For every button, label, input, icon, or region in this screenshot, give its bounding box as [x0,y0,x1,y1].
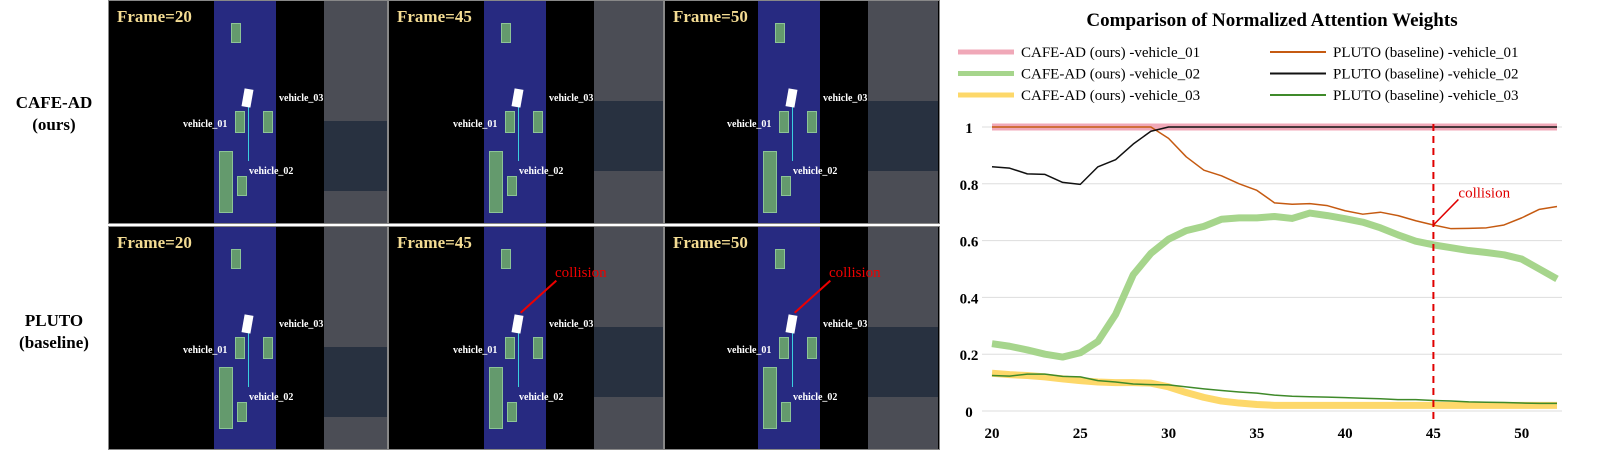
vehicle-01-label: vehicle_01 [183,119,228,130]
legend-label: PLUTO (baseline) -vehicle_01 [1333,45,1519,61]
row-label-line1: PLUTO [24,311,84,330]
row-label-cafe: CAFE-AD (ours) [0,92,108,136]
vehicle-03-label: vehicle_03 [549,93,594,104]
simulation-frame-panel: Frame=50 vehicle_01 vehicle_02 vehicle_0… [664,226,940,450]
collision-label: collision [829,265,881,281]
vehicle-02-label: vehicle_02 [249,166,294,177]
y-tick-label: 0.6 [960,235,979,251]
series-line-2 [991,209,1559,361]
series-line-6 [991,373,1557,405]
vehicle-03-label: vehicle_03 [279,93,324,104]
vehicle-03-label: vehicle_03 [823,93,868,104]
vehicle-03-label: vehicle_03 [549,319,594,330]
vehicle-01-label: vehicle_01 [183,345,228,356]
vehicle-01-label: vehicle_01 [453,119,498,130]
x-tick-label: 30 [1161,426,1176,442]
x-tick-label: 40 [1338,426,1353,442]
y-tick-label: 0.2 [960,348,979,364]
vehicle-02-label: vehicle_02 [519,166,564,177]
y-tick-label: 0.8 [960,178,979,194]
series-line-4 [992,126,1558,230]
simulation-frame-panel: Frame=20 vehicle_01 vehicle_02 vehicle_0… [108,226,388,450]
frame-label: Frame=20 [117,233,192,252]
series-line-3 [991,369,1557,409]
simulation-frame-panel: Frame=45 vehicle_01 vehicle_02 vehicle_0… [388,226,664,450]
simulation-frame-panel: Frame=45 vehicle_01 vehicle_02 vehicle_0… [388,0,664,224]
x-tick-label: 50 [1514,426,1529,442]
x-tick-label: 35 [1249,426,1264,442]
vehicle-02-label: vehicle_02 [793,392,838,403]
y-tick-label: 0.4 [960,291,979,307]
row-label-line2: (baseline) [19,333,89,352]
x-tick-label: 20 [985,426,1000,442]
vehicle-03-label: vehicle_03 [823,319,868,330]
x-tick-label: 45 [1426,426,1441,442]
series-line-5 [991,126,1557,186]
chart-title: Comparison of Normalized Attention Weigh… [1086,10,1457,31]
simulation-frame-panel: Frame=20 vehicle_01 vehicle_02 vehicle_0… [108,0,388,224]
vehicle-01-label: vehicle_01 [453,345,498,356]
collision-label: collision [555,265,607,281]
legend-label: PLUTO (baseline) -vehicle_03 [1333,88,1519,104]
legend-label: CAFE-AD (ours) -vehicle_03 [1021,88,1200,104]
frame-label: Frame=50 [673,233,748,252]
y-tick-label: 1 [965,121,973,137]
collision-arrow [1432,198,1459,226]
vehicle-01-label: vehicle_01 [727,119,772,130]
row-label-line2: (ours) [32,115,76,134]
vehicle-02-label: vehicle_02 [249,392,294,403]
attention-chart: Comparison of Normalized Attention Weigh… [958,10,1562,442]
x-tick-label: 25 [1073,426,1088,442]
legend-label: PLUTO (baseline) -vehicle_02 [1333,67,1519,83]
frame-label: Frame=45 [397,233,472,252]
simulation-frame-panel: Frame=50 vehicle_01 vehicle_02 vehicle_0… [664,0,940,224]
frame-label: Frame=50 [673,7,748,26]
row-label-line1: CAFE-AD [15,93,93,112]
vehicle-02-label: vehicle_02 [519,392,564,403]
frame-label: Frame=20 [117,7,192,26]
vehicle-01-label: vehicle_01 [727,345,772,356]
row-label-pluto: PLUTO (baseline) [0,310,108,354]
y-tick-label: 0 [965,405,973,421]
vehicle-02-label: vehicle_02 [793,166,838,177]
legend-label: CAFE-AD (ours) -vehicle_01 [1021,45,1200,61]
collision-annotation: collision [1458,185,1510,201]
legend-label: CAFE-AD (ours) -vehicle_02 [1021,67,1200,83]
frame-label: Frame=45 [397,7,472,26]
vehicle-03-label: vehicle_03 [279,319,324,330]
